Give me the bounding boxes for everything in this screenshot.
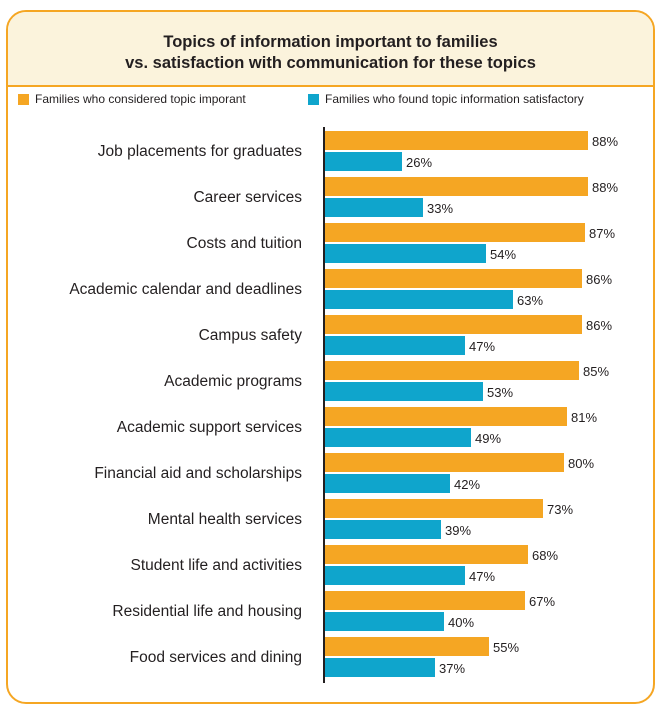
data-label: 67% [529, 594, 555, 609]
data-label: 86% [586, 272, 612, 287]
data-label: 55% [493, 640, 519, 655]
bar-satisfied [324, 428, 471, 447]
bar-satisfied [324, 152, 402, 171]
chart-title-line-2: vs. satisfaction with communication for … [125, 54, 536, 72]
bar-satisfied [324, 658, 435, 677]
bar-important [324, 361, 579, 380]
category-label: Costs and tuition [187, 235, 302, 252]
data-label: 88% [592, 134, 618, 149]
legend-swatch-satisfied [308, 94, 319, 105]
bar-important [324, 177, 588, 196]
data-label: 33% [427, 201, 453, 216]
bar-important [324, 315, 582, 334]
bar-important [324, 269, 582, 288]
data-label: 73% [547, 502, 573, 517]
category-label: Campus safety [199, 327, 303, 344]
category-label: Academic support services [117, 419, 302, 436]
data-label: 81% [571, 410, 597, 425]
category-label: Job placements for graduates [98, 143, 302, 160]
data-label: 47% [469, 569, 495, 584]
legend-label-important: Families who considered topic imporant [35, 92, 246, 106]
data-label: 86% [586, 318, 612, 333]
data-label: 80% [568, 456, 594, 471]
legend-swatch-important [18, 94, 29, 105]
bar-satisfied [324, 336, 465, 355]
data-label: 37% [439, 661, 465, 676]
data-label: 88% [592, 180, 618, 195]
category-label: Residential life and housing [112, 603, 302, 620]
bar-important [324, 131, 588, 150]
bar-important [324, 545, 528, 564]
category-label: Student life and activities [131, 557, 303, 574]
bar-satisfied [324, 198, 423, 217]
data-label: 85% [583, 364, 609, 379]
bar-satisfied [324, 382, 483, 401]
bar-satisfied [324, 290, 513, 309]
data-label: 49% [475, 431, 501, 446]
bar-satisfied [324, 520, 441, 539]
chart-card: Topics of information important to famil… [6, 10, 655, 704]
category-label: Food services and dining [130, 649, 302, 666]
bar-important [324, 499, 543, 518]
category-label: Career services [193, 189, 302, 206]
chart-header: Topics of information important to famil… [8, 12, 653, 87]
bar-satisfied [324, 612, 444, 631]
bar-important [324, 453, 564, 472]
category-label: Academic calendar and deadlines [69, 281, 302, 298]
data-label: 39% [445, 523, 471, 538]
data-label: 87% [589, 226, 615, 241]
data-label: 68% [532, 548, 558, 563]
category-label: Mental health services [148, 511, 302, 528]
data-label: 40% [448, 615, 474, 630]
bar-satisfied [324, 474, 450, 493]
bar-important [324, 223, 585, 242]
bar-important [324, 591, 525, 610]
data-label: 26% [406, 155, 432, 170]
legend-label-satisfied: Families who found topic information sat… [325, 92, 584, 106]
data-label: 54% [490, 247, 516, 262]
data-label: 63% [517, 293, 543, 308]
data-label: 47% [469, 339, 495, 354]
bar-important [324, 637, 489, 656]
bar-satisfied [324, 566, 465, 585]
category-label: Academic programs [164, 373, 302, 390]
chart-title-line-1: Topics of information important to famil… [163, 33, 498, 51]
data-label: 53% [487, 385, 513, 400]
category-label: Financial aid and scholarships [94, 465, 302, 482]
bar-important [324, 407, 567, 426]
bar-satisfied [324, 244, 486, 263]
chart-title: Topics of information important to famil… [8, 32, 653, 74]
data-label: 42% [454, 477, 480, 492]
